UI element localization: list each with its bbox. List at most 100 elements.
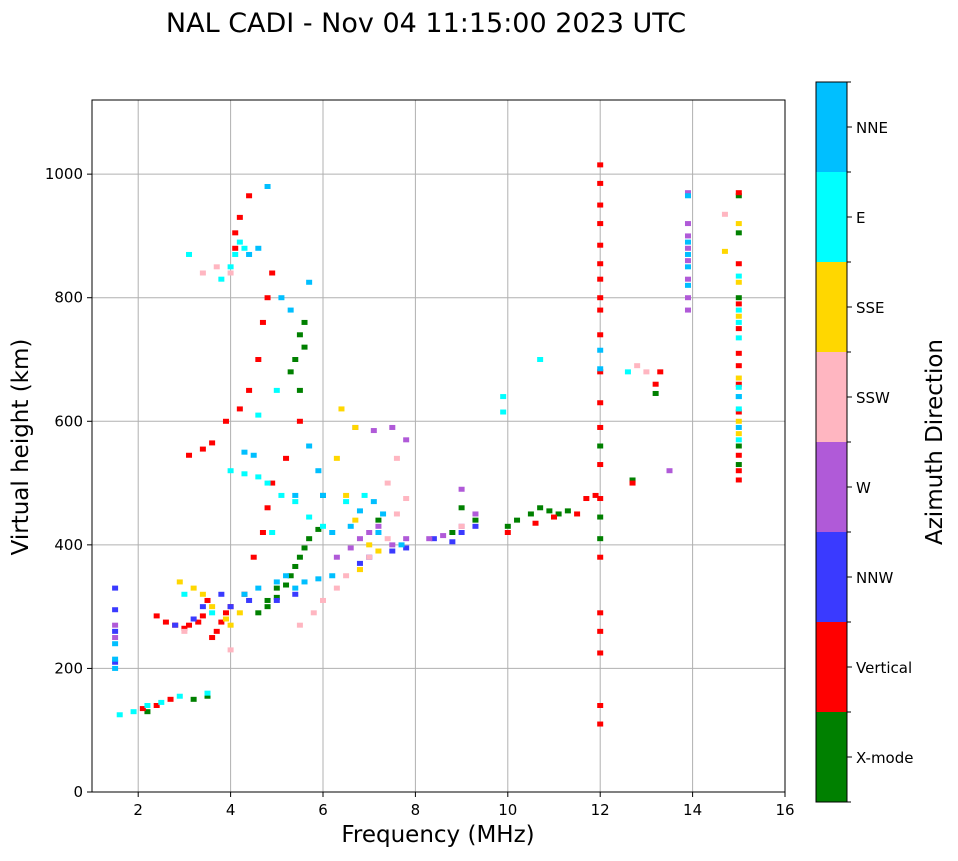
- data-point: [292, 499, 299, 505]
- colorbar-segment: [816, 442, 847, 532]
- data-point: [574, 511, 581, 517]
- y-tick-label: 1000: [45, 165, 83, 183]
- data-point: [112, 607, 119, 613]
- colorbar-segment: [816, 532, 847, 622]
- data-point: [144, 709, 151, 715]
- data-point: [218, 619, 225, 625]
- data-point: [735, 424, 742, 430]
- data-point: [366, 542, 373, 548]
- data-point: [292, 492, 299, 498]
- data-point: [684, 190, 691, 196]
- data-point: [366, 554, 373, 560]
- data-point: [393, 511, 400, 517]
- colorbar-tick-label: E: [856, 209, 865, 227]
- data-point: [597, 276, 604, 282]
- data-point: [176, 579, 183, 585]
- data-point: [597, 462, 604, 468]
- colorbar-segment: [816, 352, 847, 442]
- data-point: [241, 471, 248, 477]
- data-point: [306, 536, 313, 542]
- data-point: [264, 597, 271, 603]
- series-w: [112, 190, 691, 641]
- data-point: [162, 619, 169, 625]
- x-tick-label: 12: [591, 801, 610, 819]
- data-point: [112, 659, 119, 665]
- data-point: [735, 335, 742, 341]
- data-point: [380, 511, 387, 517]
- data-point: [652, 390, 659, 396]
- data-point: [555, 511, 562, 517]
- x-tick-label: 2: [133, 801, 143, 819]
- data-point: [684, 307, 691, 313]
- data-point: [301, 319, 308, 325]
- chart-title: NAL CADI - Nov 04 11:15:00 2023 UTC: [166, 8, 686, 39]
- data-point: [199, 604, 206, 610]
- data-marks: [112, 162, 742, 727]
- data-point: [352, 517, 359, 523]
- data-point: [597, 703, 604, 708]
- data-point: [597, 347, 604, 353]
- data-point: [246, 597, 253, 603]
- data-point: [403, 496, 410, 502]
- series-nne: [112, 184, 742, 671]
- data-point: [329, 573, 336, 579]
- data-point: [320, 492, 326, 498]
- data-point: [597, 242, 604, 248]
- data-point: [227, 264, 234, 270]
- x-axis: 2 4 6 8 10 12 14 16: [133, 792, 795, 819]
- data-point: [283, 582, 290, 588]
- data-point: [629, 477, 636, 483]
- data-point: [597, 366, 604, 372]
- y-tick-label: 0: [73, 783, 83, 801]
- data-point: [158, 699, 165, 705]
- data-point: [735, 190, 742, 196]
- y-axis: 0 200 400 600 800 1000: [45, 165, 92, 801]
- data-point: [287, 307, 294, 313]
- data-point: [624, 369, 631, 375]
- data-point: [232, 230, 239, 236]
- colorbar-tick-label: NNE: [856, 119, 888, 137]
- data-point: [384, 536, 391, 542]
- data-point: [292, 563, 299, 569]
- data-point: [236, 239, 243, 245]
- data-point: [735, 230, 742, 236]
- data-point: [384, 480, 391, 486]
- colorbar-tick-label: SSE: [856, 299, 885, 317]
- data-point: [735, 462, 742, 468]
- colorbar-tick-label: NNW: [856, 569, 893, 587]
- data-point: [735, 375, 742, 381]
- data-point: [283, 573, 290, 579]
- data-point: [153, 703, 160, 708]
- plot-frame: [91, 99, 786, 793]
- data-point: [500, 394, 507, 400]
- data-point: [597, 536, 604, 542]
- data-point: [209, 635, 216, 641]
- data-point: [264, 505, 271, 511]
- data-point: [269, 270, 276, 276]
- data-point: [255, 585, 262, 591]
- data-point: [735, 363, 742, 369]
- data-point: [209, 610, 216, 616]
- data-point: [684, 221, 691, 227]
- data-point: [458, 505, 465, 511]
- data-point: [735, 279, 742, 285]
- data-point: [209, 604, 216, 610]
- data-point: [153, 613, 160, 619]
- data-point: [735, 477, 742, 483]
- colorbar-tick-label: X-mode: [856, 749, 913, 767]
- x-tick-label: 4: [226, 801, 236, 819]
- data-point: [333, 585, 340, 591]
- data-point: [597, 400, 604, 406]
- data-point: [190, 585, 197, 591]
- data-point: [356, 567, 363, 573]
- data-point: [356, 508, 363, 514]
- data-point: [241, 449, 248, 455]
- data-point: [393, 455, 400, 461]
- data-point: [273, 585, 280, 591]
- data-point: [597, 496, 604, 502]
- data-point: [398, 542, 405, 548]
- data-point: [352, 424, 359, 430]
- data-point: [735, 384, 742, 390]
- data-point: [403, 536, 410, 542]
